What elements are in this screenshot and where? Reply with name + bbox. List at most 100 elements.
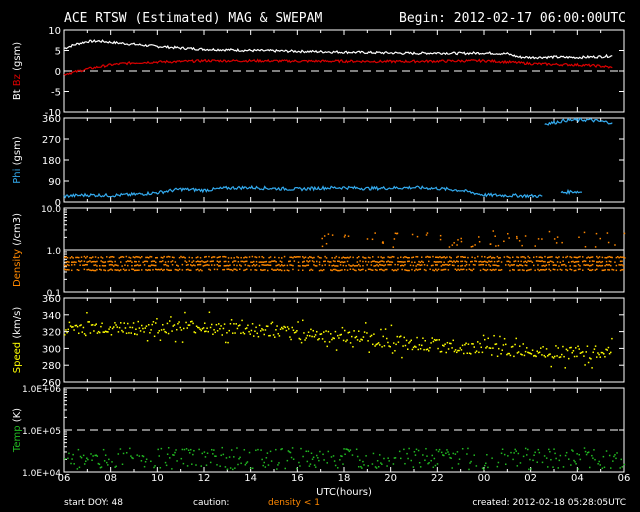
temp-point <box>555 457 557 460</box>
density-point <box>498 265 500 267</box>
temp-point <box>433 457 436 460</box>
density-point <box>465 263 468 266</box>
density-point <box>223 260 226 263</box>
density-point <box>213 264 216 266</box>
density-point <box>535 256 538 258</box>
density-point <box>369 256 371 259</box>
density-point <box>382 241 384 243</box>
density-point <box>313 264 315 266</box>
density-point <box>219 265 221 267</box>
speed-point <box>563 355 565 358</box>
temp-point <box>360 465 362 468</box>
density-point <box>176 264 178 267</box>
density-point <box>509 257 511 259</box>
temp-point <box>552 466 554 468</box>
density-point <box>464 265 466 267</box>
density-point <box>485 264 487 266</box>
density-point <box>73 263 76 266</box>
speed-point <box>464 343 466 346</box>
density-point <box>448 246 451 248</box>
temp-point <box>251 467 254 470</box>
density-point <box>362 260 364 263</box>
x-tick-label: 02 <box>524 473 537 484</box>
density-point <box>190 264 192 266</box>
temp-point <box>533 454 535 456</box>
temp-point <box>565 451 568 454</box>
speed-point <box>149 332 151 334</box>
density-point <box>384 264 387 266</box>
density-point <box>272 269 275 271</box>
speed-point <box>330 333 332 335</box>
temp-point <box>342 463 344 465</box>
density-point <box>353 269 356 271</box>
density-point <box>439 238 442 241</box>
speed-point <box>323 331 325 333</box>
speed-point <box>248 330 250 333</box>
density-point <box>562 264 564 266</box>
density-point <box>281 264 283 266</box>
temp-point <box>281 448 283 450</box>
speed-point <box>353 330 355 332</box>
temp-point <box>452 452 454 455</box>
density-point <box>227 268 230 270</box>
density-point <box>491 260 493 263</box>
density-point <box>556 261 559 263</box>
temp-point <box>586 451 589 454</box>
density-point <box>289 264 291 266</box>
speed-point <box>139 330 142 332</box>
speed-point <box>517 351 520 353</box>
density-point <box>423 268 426 271</box>
speed-point <box>331 338 333 341</box>
density-point <box>223 255 226 258</box>
density-point <box>583 264 585 266</box>
speed-point <box>453 350 456 353</box>
speed-point <box>153 335 156 338</box>
speed-point <box>141 324 143 327</box>
density-point <box>521 256 524 258</box>
speed-point <box>187 324 190 326</box>
density-point <box>374 260 377 263</box>
density-point <box>127 260 129 262</box>
series-bz-line <box>63 58 613 76</box>
temp-point <box>587 451 590 453</box>
density-point <box>534 269 536 272</box>
speed-point <box>524 350 527 353</box>
density-point <box>533 256 535 259</box>
density-point <box>421 256 423 258</box>
density-point <box>598 264 601 267</box>
speed-point <box>96 332 99 334</box>
density-point <box>170 261 172 263</box>
temp-point <box>403 448 405 451</box>
speed-point <box>233 323 235 325</box>
density-point <box>457 239 459 241</box>
density-point <box>85 263 87 266</box>
density-point <box>227 264 230 267</box>
speed-point <box>589 357 591 359</box>
speed-point <box>535 355 537 358</box>
density-point <box>577 268 580 271</box>
speed-point <box>561 353 563 356</box>
density-point <box>184 257 186 259</box>
speed-point <box>386 337 388 340</box>
speed-point <box>201 328 204 330</box>
density-point <box>569 265 571 267</box>
density-point <box>198 269 200 272</box>
density-point <box>362 256 364 258</box>
density-point <box>519 269 521 271</box>
speed-point <box>396 335 398 338</box>
temp-point <box>131 456 133 459</box>
speed-point <box>349 342 352 344</box>
speed-point <box>408 342 410 344</box>
temp-point <box>103 460 106 462</box>
speed-point <box>254 330 256 333</box>
temp-point <box>425 447 427 450</box>
speed-point <box>305 337 307 339</box>
speed-point <box>513 355 515 358</box>
speed-point <box>316 330 318 333</box>
speed-point <box>92 324 94 326</box>
temp-point <box>514 448 516 451</box>
density-point <box>290 264 293 266</box>
temp-point <box>288 451 291 453</box>
density-point <box>439 261 441 263</box>
